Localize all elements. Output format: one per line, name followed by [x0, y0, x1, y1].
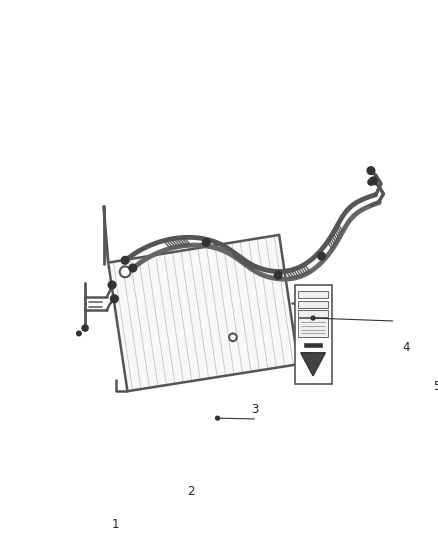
Circle shape: [121, 256, 129, 264]
Circle shape: [311, 316, 315, 320]
Text: 3: 3: [251, 403, 258, 416]
Circle shape: [367, 167, 375, 174]
Text: 5: 5: [433, 379, 438, 393]
Circle shape: [274, 271, 282, 279]
Text: 4: 4: [403, 341, 410, 354]
Circle shape: [168, 493, 172, 497]
Circle shape: [215, 416, 219, 420]
Text: 1: 1: [112, 519, 120, 531]
Circle shape: [110, 295, 118, 303]
Circle shape: [229, 334, 237, 341]
Polygon shape: [301, 353, 325, 376]
Circle shape: [100, 526, 104, 529]
Circle shape: [368, 179, 374, 185]
Circle shape: [120, 266, 131, 277]
FancyBboxPatch shape: [304, 343, 322, 346]
Circle shape: [318, 252, 325, 260]
Circle shape: [108, 281, 116, 289]
Circle shape: [229, 334, 237, 341]
Text: 2: 2: [187, 485, 194, 498]
FancyBboxPatch shape: [298, 291, 328, 298]
FancyBboxPatch shape: [298, 310, 328, 317]
Circle shape: [370, 177, 377, 184]
Circle shape: [129, 264, 137, 272]
FancyBboxPatch shape: [298, 301, 328, 308]
Circle shape: [430, 387, 434, 391]
Circle shape: [82, 325, 88, 331]
FancyBboxPatch shape: [294, 285, 332, 384]
Circle shape: [417, 370, 421, 374]
Circle shape: [202, 239, 210, 246]
Circle shape: [77, 331, 81, 336]
Polygon shape: [108, 235, 298, 391]
Circle shape: [120, 266, 131, 277]
FancyBboxPatch shape: [298, 318, 328, 337]
